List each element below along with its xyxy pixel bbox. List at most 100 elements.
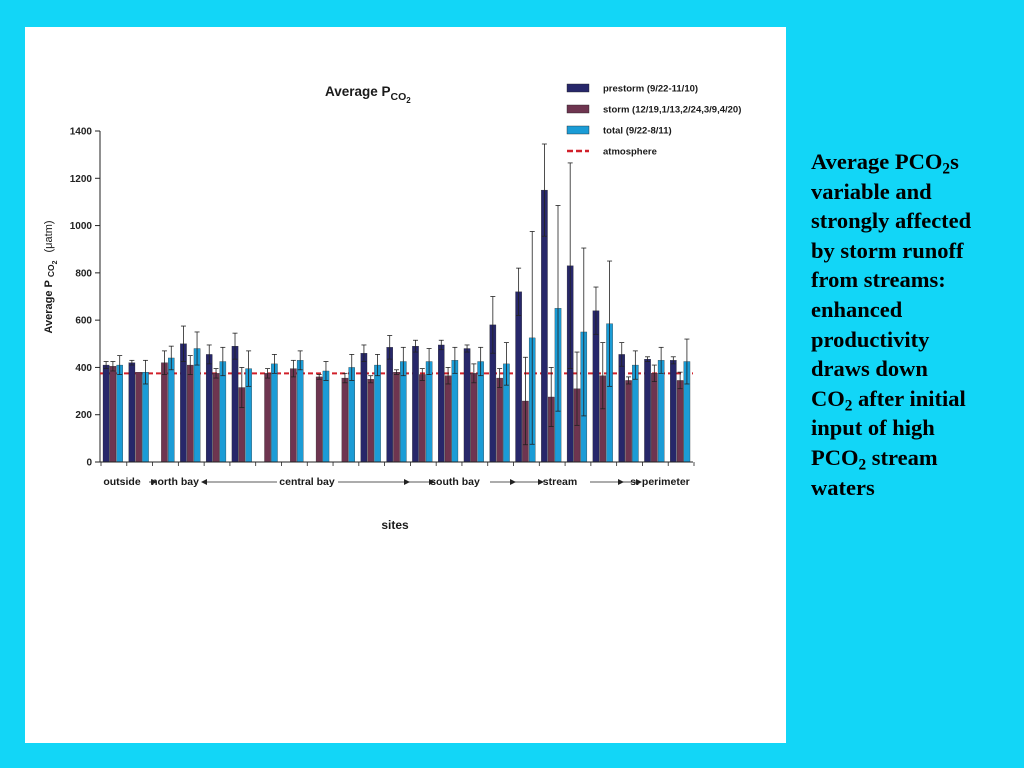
y-axis-label: Average PCO2(μatm) bbox=[43, 220, 59, 333]
bar-prestorm bbox=[412, 345, 419, 463]
bar-prestorm bbox=[205, 354, 213, 463]
bar-storm bbox=[109, 366, 117, 463]
y-tick-label: 1200 bbox=[70, 174, 93, 185]
region-arrow-head bbox=[429, 479, 435, 485]
region-arrow-head bbox=[201, 479, 207, 485]
bar-total bbox=[451, 360, 459, 463]
y-axis: 0 200 400 600 800 1000 1200 1400 bbox=[70, 127, 101, 469]
caption-text: Average PCO bbox=[811, 149, 943, 174]
bar-prestorm bbox=[360, 353, 368, 463]
bar-storm bbox=[444, 375, 452, 463]
legend-swatch-storm bbox=[566, 104, 590, 114]
caption-text: from streams: bbox=[811, 267, 946, 293]
caption-text: variable and bbox=[811, 178, 932, 204]
legend-label: storm (12/19,1/13,2/24,3/9,4/20) bbox=[603, 105, 741, 116]
legend-swatch-total bbox=[566, 125, 590, 135]
y-tick-label: 600 bbox=[75, 316, 92, 327]
bar-storm bbox=[315, 376, 323, 463]
caption-text: productivity bbox=[811, 326, 930, 352]
caption-line: enhanced bbox=[811, 295, 1021, 325]
y-tick-label: 400 bbox=[75, 363, 92, 374]
caption-line: CO2 after initial bbox=[811, 384, 1021, 414]
bar-total bbox=[657, 360, 665, 463]
bar-total bbox=[374, 364, 381, 463]
caption-text: stream bbox=[866, 444, 938, 470]
legend-label: atmosphere bbox=[603, 147, 657, 158]
x-axis-label: sites bbox=[381, 518, 409, 532]
bar-storm bbox=[676, 380, 684, 463]
caption-line: strongly affected bbox=[811, 206, 1021, 236]
bar-storm bbox=[135, 372, 142, 463]
region-label: north bay bbox=[151, 476, 199, 488]
bar-prestorm bbox=[618, 354, 626, 463]
region-labels: outside north bay central bay south bay stre… bbox=[103, 476, 689, 488]
bar-total bbox=[296, 360, 304, 463]
y-tick-label: 1000 bbox=[70, 221, 93, 232]
caption-line: draws down bbox=[811, 354, 1021, 384]
chart-title: Average PCO2 bbox=[325, 84, 411, 105]
bar-storm bbox=[290, 368, 297, 463]
bar-total bbox=[193, 348, 201, 463]
caption-line: Average PCO2s bbox=[811, 147, 1021, 177]
bar-storm bbox=[186, 364, 194, 463]
bar-total bbox=[322, 370, 330, 463]
bar-prestorm bbox=[515, 291, 522, 463]
caption-subscript: 2 bbox=[844, 397, 853, 415]
caption-line: PCO2 stream bbox=[811, 443, 1021, 473]
bar-total bbox=[271, 363, 278, 463]
figure-panel: Average PCO2 Average PCO2(μatm) 0 200 400 6… bbox=[25, 27, 786, 743]
caption-line: productivity bbox=[811, 325, 1021, 355]
region-label: south bay bbox=[430, 476, 480, 488]
region-arrow-head bbox=[510, 479, 516, 485]
bar-chart: Average PCO2 Average PCO2(μatm) 0 200 400 6… bbox=[25, 27, 786, 743]
bar-storm bbox=[161, 362, 168, 463]
svg-text:Average PCO2(μatm): Average PCO2(μatm) bbox=[43, 220, 59, 333]
bar-storm bbox=[419, 374, 426, 463]
bar-storm bbox=[264, 373, 271, 463]
bar-storm bbox=[470, 373, 478, 463]
caption-text: s bbox=[950, 149, 959, 174]
caption-text: by storm runoff bbox=[811, 237, 964, 263]
caption-line: waters bbox=[811, 473, 1021, 503]
region-label: s. perimeter bbox=[630, 476, 690, 488]
bar-total bbox=[168, 357, 175, 463]
caption-line: variable and bbox=[811, 177, 1021, 207]
legend-label: total (9/22-8/11) bbox=[603, 126, 672, 137]
bar-total bbox=[348, 367, 355, 463]
bar-prestorm bbox=[670, 360, 677, 463]
region-label: central bay bbox=[279, 476, 335, 488]
bar-storm bbox=[651, 373, 658, 463]
bar-storm bbox=[341, 377, 349, 463]
bar-total bbox=[400, 361, 407, 463]
caption-text: strongly affected bbox=[811, 208, 972, 234]
bar-storm bbox=[212, 373, 220, 463]
bar-storm bbox=[625, 380, 632, 463]
caption-line: input of high bbox=[811, 413, 1021, 443]
region-label: stream bbox=[543, 476, 577, 488]
caption-text: CO bbox=[811, 385, 845, 411]
bar-total bbox=[116, 364, 123, 463]
bar-prestorm bbox=[438, 344, 445, 463]
caption-text: draws down bbox=[811, 356, 928, 382]
bar-storm bbox=[496, 377, 503, 463]
y-tick-label: 1400 bbox=[70, 127, 93, 138]
bar-storm bbox=[393, 372, 400, 463]
region-arrow-head bbox=[636, 479, 642, 485]
y-tick-label: 800 bbox=[75, 268, 92, 279]
bar-prestorm bbox=[102, 364, 110, 463]
bar-prestorm bbox=[128, 362, 136, 463]
caption-subscript: 2 bbox=[942, 160, 951, 178]
error-bars-layer bbox=[103, 143, 690, 446]
region-label: outside bbox=[103, 476, 140, 488]
bar-total bbox=[425, 361, 433, 463]
region-arrow-head bbox=[151, 479, 157, 485]
region-arrow-head bbox=[618, 479, 624, 485]
bar-total bbox=[477, 361, 484, 463]
legend-swatch-prestorm bbox=[566, 83, 590, 93]
legend: prestorm (9/22-11/10) storm (12/19,1/13,2… bbox=[566, 83, 741, 158]
caption-text: input of high bbox=[811, 415, 935, 441]
bar-prestorm bbox=[231, 345, 239, 463]
caption-text: enhanced bbox=[811, 296, 903, 322]
caption-subscript: 2 bbox=[858, 456, 867, 474]
bar-prestorm bbox=[644, 359, 651, 463]
